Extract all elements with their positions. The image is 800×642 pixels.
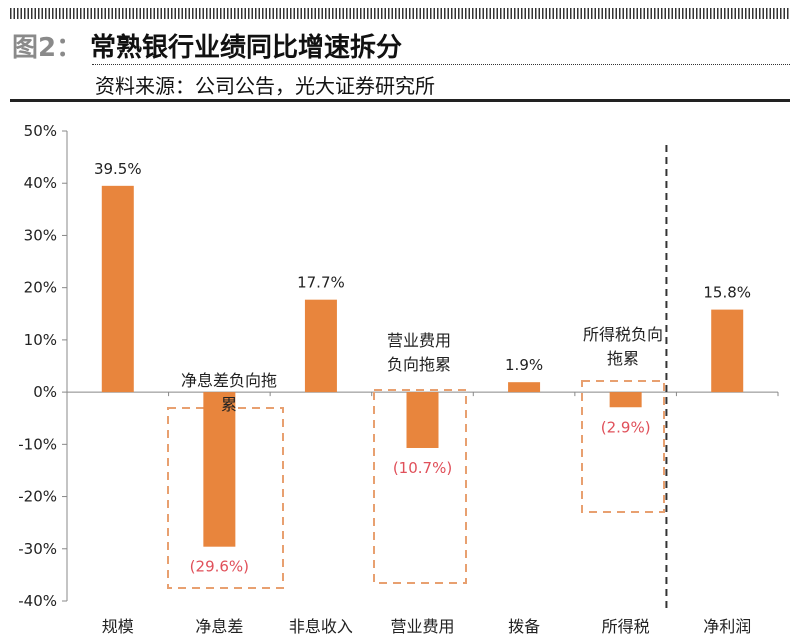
x-tick-label: 规模 (102, 617, 134, 636)
y-tick-label: 20% (24, 279, 57, 297)
x-tick-label: 营业费用 (390, 617, 454, 636)
y-tick-label: -10% (18, 435, 57, 453)
dotted-divider (92, 64, 790, 65)
x-tick-label: 净利润 (703, 617, 751, 636)
data-label: (10.7%) (393, 459, 452, 477)
figure-label: 图2： (12, 33, 83, 63)
y-tick-label: 50% (24, 122, 57, 140)
data-label: (2.9%) (601, 418, 651, 436)
x-tick-label: 净息差 (195, 617, 243, 636)
y-tick-label: 0% (33, 383, 57, 401)
x-tick-label: 所得税 (602, 617, 650, 636)
data-label: 17.7% (297, 274, 345, 292)
source-note: 资料来源：公司公告，光大证券研究所 (95, 74, 435, 98)
x-tick-label: 拨备 (508, 617, 540, 636)
bar-营业费用 (406, 392, 439, 448)
header-hatch-bar (10, 8, 790, 19)
bar-所得税 (609, 392, 642, 408)
bar-非息收入 (304, 299, 337, 393)
data-label: 15.8% (703, 284, 751, 302)
y-tick-label: -20% (18, 488, 57, 506)
y-tick-label: -30% (18, 540, 57, 558)
bar-净息差 (203, 392, 236, 547)
header-rule (10, 99, 790, 102)
bar-净利润 (711, 309, 744, 393)
annotation-nim: 净息差负向拖 (181, 371, 277, 390)
annotation-tax: 拖累 (607, 349, 639, 368)
figure-title: 常熟银行业绩同比增速拆分 (90, 33, 403, 63)
x-tick-label: 非息收入 (289, 617, 353, 636)
annotation-opex: 负向拖累 (387, 355, 451, 374)
y-tick-label: 10% (24, 331, 57, 349)
annotation-nim-cont: 累 (221, 395, 237, 414)
highlight-box (581, 380, 665, 513)
data-label: (29.6%) (190, 558, 249, 576)
data-label: 39.5% (94, 160, 142, 178)
annotation-opex: 营业费用 (387, 331, 451, 350)
highlight-box (373, 389, 467, 584)
bar-拨备 (508, 382, 541, 393)
y-tick-label: 40% (24, 174, 57, 192)
y-tick-label: 30% (24, 226, 57, 244)
annotation-tax: 所得税负向 (583, 325, 663, 344)
data-label: 1.9% (505, 356, 543, 374)
y-tick-label: -40% (18, 592, 57, 610)
bar-规模 (101, 185, 134, 393)
